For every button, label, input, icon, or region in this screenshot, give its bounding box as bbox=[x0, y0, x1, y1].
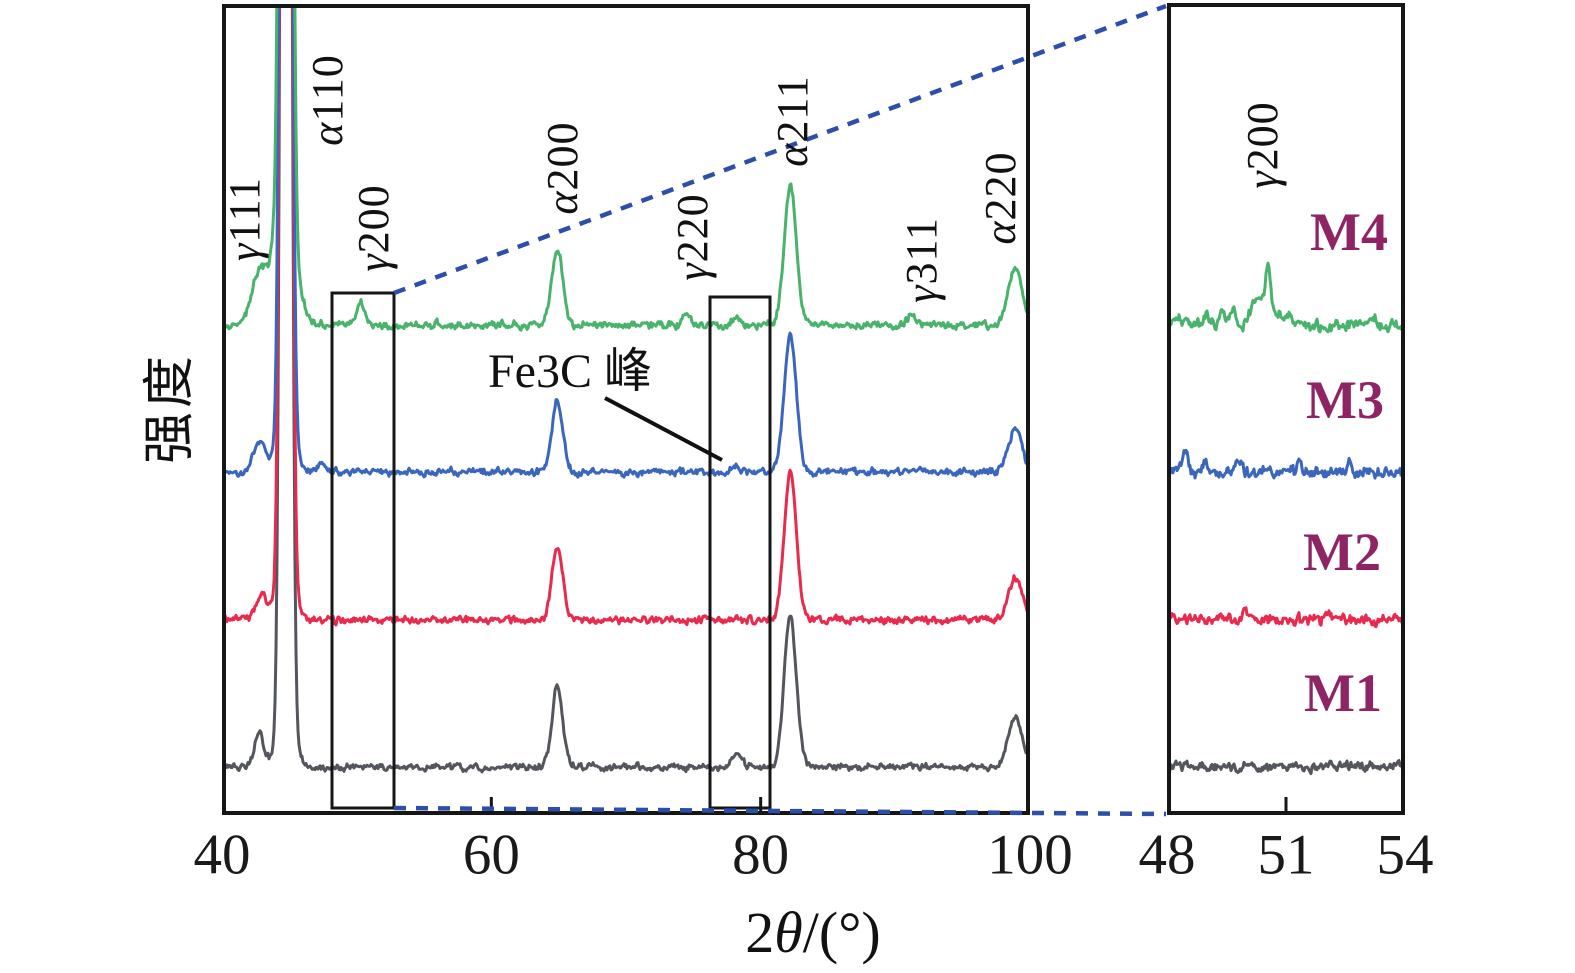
peak-label-index: 200 bbox=[538, 121, 587, 191]
peak-label-index: 311 bbox=[897, 217, 946, 285]
peak-label-greek: α bbox=[538, 190, 587, 215]
x-axis-label-theta: θ bbox=[774, 900, 803, 965]
axis-tick-label-51: 51 bbox=[1257, 823, 1315, 887]
x-axis-label: 2θ/(°) bbox=[745, 904, 880, 962]
axis-tick-label-80: 80 bbox=[732, 823, 790, 887]
peak-label-greek: α bbox=[303, 121, 352, 146]
peak-label-index: 200 bbox=[1238, 101, 1287, 171]
peak-label-greek: γ bbox=[668, 262, 717, 281]
peak-label-index: 200 bbox=[349, 184, 398, 254]
peak-label-index: 111 bbox=[220, 176, 269, 243]
peak-label-α211-5: α211 bbox=[768, 75, 817, 167]
axis-tick-label-54: 54 bbox=[1376, 823, 1434, 887]
peak-label-γ200-2: γ200 bbox=[349, 184, 398, 272]
peak-label-index: 211 bbox=[768, 75, 817, 143]
curve-m4 bbox=[1167, 261, 1405, 334]
sample-label-m4: M4 bbox=[1310, 202, 1388, 262]
peak-label-index: 220 bbox=[976, 151, 1025, 221]
axis-tick-label-100: 100 bbox=[987, 823, 1073, 887]
curve-m3 bbox=[1167, 448, 1405, 480]
sample-label-m2: M2 bbox=[1303, 522, 1381, 582]
peak-label-index: 110 bbox=[303, 54, 352, 122]
curve-m1 bbox=[1167, 759, 1405, 776]
curve-m2 bbox=[1167, 606, 1405, 629]
peak-label-α110-1: α110 bbox=[303, 54, 352, 146]
fe3c-peak-annotation: Fe3C 峰 bbox=[487, 345, 653, 398]
peak-label-γ220-4: γ220 bbox=[668, 193, 717, 281]
peak-label-γ200-8: γ200 bbox=[1238, 101, 1287, 189]
peak-label-γ311-6: γ311 bbox=[897, 217, 946, 303]
peak-label-greek: γ bbox=[349, 253, 398, 272]
axis-tick-label-48: 48 bbox=[1138, 823, 1196, 887]
axis-tick-label-60: 60 bbox=[462, 823, 520, 887]
axis-tick-label-40: 40 bbox=[193, 823, 251, 887]
y-axis-label: 强度 bbox=[142, 351, 199, 465]
peak-label-α220-7: α220 bbox=[976, 151, 1025, 245]
peak-label-index: 220 bbox=[668, 193, 717, 263]
sample-label-m1: M1 bbox=[1304, 663, 1382, 723]
peak-label-greek: γ bbox=[1238, 170, 1287, 189]
x-axis-label-pre: 2 bbox=[745, 900, 775, 965]
panel-border-zoom bbox=[1167, 3, 1405, 815]
peak-label-α200-3: α200 bbox=[538, 121, 587, 215]
zoom-inset-chart bbox=[1167, 3, 1405, 815]
peak-label-greek: α bbox=[976, 220, 1025, 245]
x-axis-label-post: /(°) bbox=[802, 900, 881, 965]
peak-label-greek: α bbox=[768, 142, 817, 167]
peak-label-greek: γ bbox=[897, 284, 946, 303]
peak-label-γ111-0: γ111 bbox=[220, 176, 269, 262]
peak-label-greek: γ bbox=[220, 242, 269, 262]
sample-label-m3: M3 bbox=[1306, 370, 1384, 430]
